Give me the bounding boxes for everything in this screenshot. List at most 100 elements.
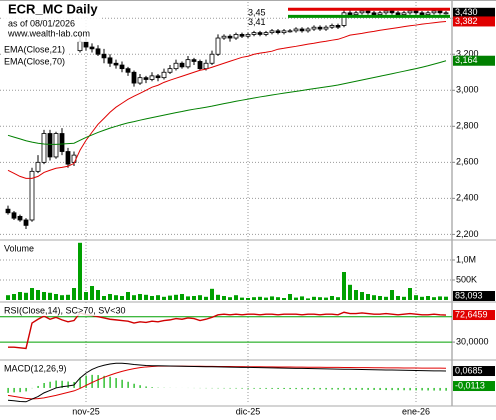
candle-body	[203, 62, 209, 70]
histogram-bar	[55, 380, 57, 388]
candle-body	[143, 77, 149, 80]
candle-body	[323, 26, 329, 30]
volume-bar	[288, 294, 292, 300]
y-tick-label: 3,200	[456, 49, 479, 59]
candle-body	[125, 68, 131, 73]
candle-body	[65, 151, 71, 165]
chart-subtitle: as of 08/01/2026	[8, 18, 75, 28]
volume-bar	[54, 294, 58, 300]
histogram-bar	[229, 387, 231, 389]
volume-bar	[156, 295, 160, 300]
candle-body	[83, 41, 89, 48]
histogram-bar	[385, 387, 387, 391]
volume-bar	[366, 294, 370, 300]
volume-bar	[60, 295, 64, 300]
candle-body	[17, 215, 23, 221]
volume-bar	[96, 290, 100, 300]
histogram-bar	[445, 387, 447, 391]
volume-bar	[222, 296, 226, 300]
histogram-bar	[109, 376, 111, 388]
volume-bar	[336, 297, 340, 300]
candle-body	[347, 12, 353, 16]
candle-body	[77, 41, 83, 52]
volume-bar	[228, 297, 232, 300]
volume-bar	[78, 242, 82, 300]
volume-bar	[84, 292, 88, 300]
y-tick-label: 2,600	[456, 157, 479, 167]
last-value-box	[453, 366, 495, 377]
volume-bar	[192, 296, 196, 300]
volume-bar	[240, 297, 244, 300]
y-tick-label: 2,800	[456, 121, 479, 131]
candle-body	[443, 12, 449, 15]
histogram-bar	[235, 387, 237, 389]
histogram-bar	[361, 387, 363, 390]
histogram-bar	[103, 375, 105, 388]
histogram-bar	[391, 387, 393, 391]
candle-body	[353, 12, 359, 16]
histogram-bar	[115, 378, 117, 388]
histogram-bar	[91, 374, 93, 388]
candle-body	[395, 12, 401, 16]
histogram-bar	[79, 377, 81, 388]
y-tick-label: 1,0M	[456, 254, 476, 264]
histogram-bar	[49, 381, 51, 388]
histogram-bar	[145, 386, 147, 388]
volume-bar	[294, 297, 298, 300]
histogram-bar	[67, 381, 69, 388]
candle-body	[335, 25, 341, 28]
histogram-bar	[13, 387, 15, 393]
candle-body	[179, 62, 185, 68]
volume-bar	[162, 296, 166, 300]
histogram-bar	[313, 387, 315, 390]
volume-bar	[426, 296, 430, 300]
x-tick-label: dic-25	[236, 406, 261, 416]
candle-body	[263, 32, 269, 35]
histogram-bar	[301, 387, 303, 390]
histogram-bar	[85, 375, 87, 388]
candle-body	[419, 12, 425, 16]
macd-line	[7, 362, 447, 403]
volume-bar	[252, 297, 256, 300]
last-value-box	[453, 55, 495, 66]
candle-body	[365, 10, 371, 14]
panel	[0, 242, 452, 300]
volume-bar	[30, 288, 34, 300]
histogram-bar	[127, 381, 129, 388]
candle-body	[239, 34, 245, 37]
volume-bar	[72, 288, 76, 300]
volume-bar	[126, 292, 130, 300]
volume-bar	[198, 295, 202, 300]
last-value-box	[453, 16, 495, 27]
histogram-bar	[151, 387, 153, 388]
panel-title-backdrop	[2, 305, 168, 316]
last-value-label: 72,6459	[455, 309, 488, 319]
histogram-bar	[253, 387, 255, 389]
candle-body	[401, 12, 407, 16]
candle-body	[53, 133, 59, 158]
last-value-box	[453, 310, 495, 321]
histogram-bar	[403, 387, 405, 391]
volume-bar	[210, 288, 214, 300]
histogram-bar	[121, 379, 123, 388]
histogram-bar	[343, 387, 345, 390]
y-tick-label: 3,000	[456, 85, 479, 95]
histogram-bar	[19, 387, 21, 393]
volume-bar	[432, 297, 436, 300]
candle-body	[185, 59, 191, 68]
volume-bar	[342, 272, 346, 300]
candle-body	[5, 208, 11, 214]
histogram-bar	[337, 387, 339, 390]
volume-bar	[354, 290, 358, 300]
volume-bar	[174, 294, 178, 300]
histogram-bar	[265, 387, 267, 389]
histogram-bar	[97, 375, 99, 388]
candle-body	[329, 25, 335, 28]
histogram-bar	[25, 387, 27, 392]
volume-bar	[372, 295, 376, 300]
y-tick-label: 2,400	[456, 193, 479, 203]
ema-line	[7, 20, 447, 179]
